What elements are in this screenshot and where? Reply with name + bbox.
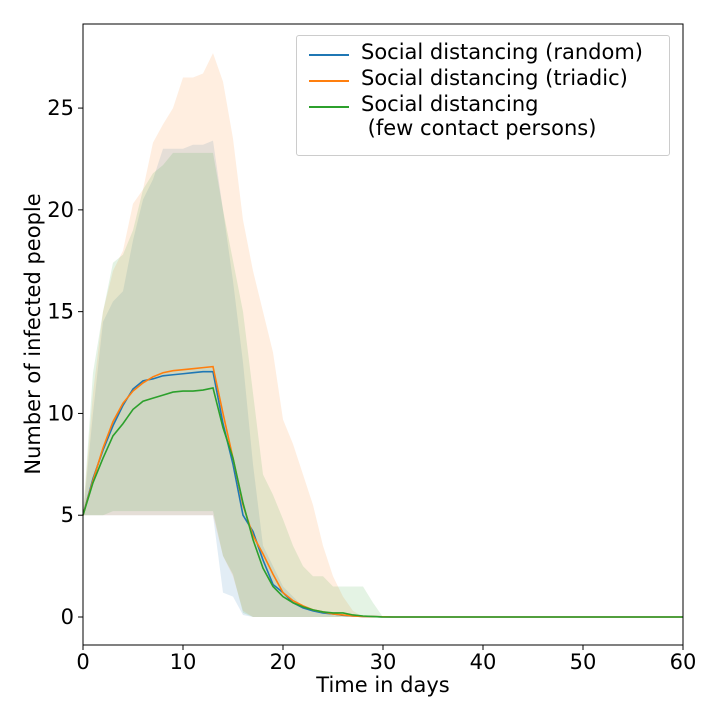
x-axis-title: Time in days: [315, 673, 449, 697]
y-tick-label: 5: [61, 503, 74, 527]
x-tick-label: 30: [370, 650, 397, 674]
legend-swatch: [309, 106, 349, 108]
y-tick-label: 15: [47, 300, 74, 324]
legend-swatch: [309, 80, 349, 82]
band: [83, 140, 683, 618]
x-tick-label: 50: [570, 650, 597, 674]
y-axis-title: Number of infected people: [21, 193, 45, 474]
legend-label: Social distancing (few contact persons): [361, 92, 597, 140]
x-tick-label: 20: [270, 650, 297, 674]
legend-entry: Social distancing (few contact persons): [305, 92, 661, 140]
y-tick-label: 25: [47, 96, 74, 120]
legend-swatch: [309, 54, 349, 56]
legend-entry: Social distancing (triadic): [305, 66, 661, 90]
y-tick-label: 10: [47, 401, 74, 425]
y-tick-label: 0: [61, 605, 74, 629]
legend-entry: Social distancing (random): [305, 40, 661, 64]
x-tick-label: 60: [670, 650, 697, 674]
x-tick-label: 0: [76, 650, 89, 674]
band: [83, 53, 683, 618]
legend-label: Social distancing (triadic): [361, 66, 628, 90]
y-tick-label: 20: [47, 198, 74, 222]
legend: Social distancing (random) Social distanc…: [296, 35, 670, 156]
x-tick-label: 10: [170, 650, 197, 674]
band: [83, 152, 683, 618]
x-tick-label: 40: [470, 650, 497, 674]
line: [82, 387, 683, 618]
legend-label: Social distancing (random): [361, 40, 643, 64]
